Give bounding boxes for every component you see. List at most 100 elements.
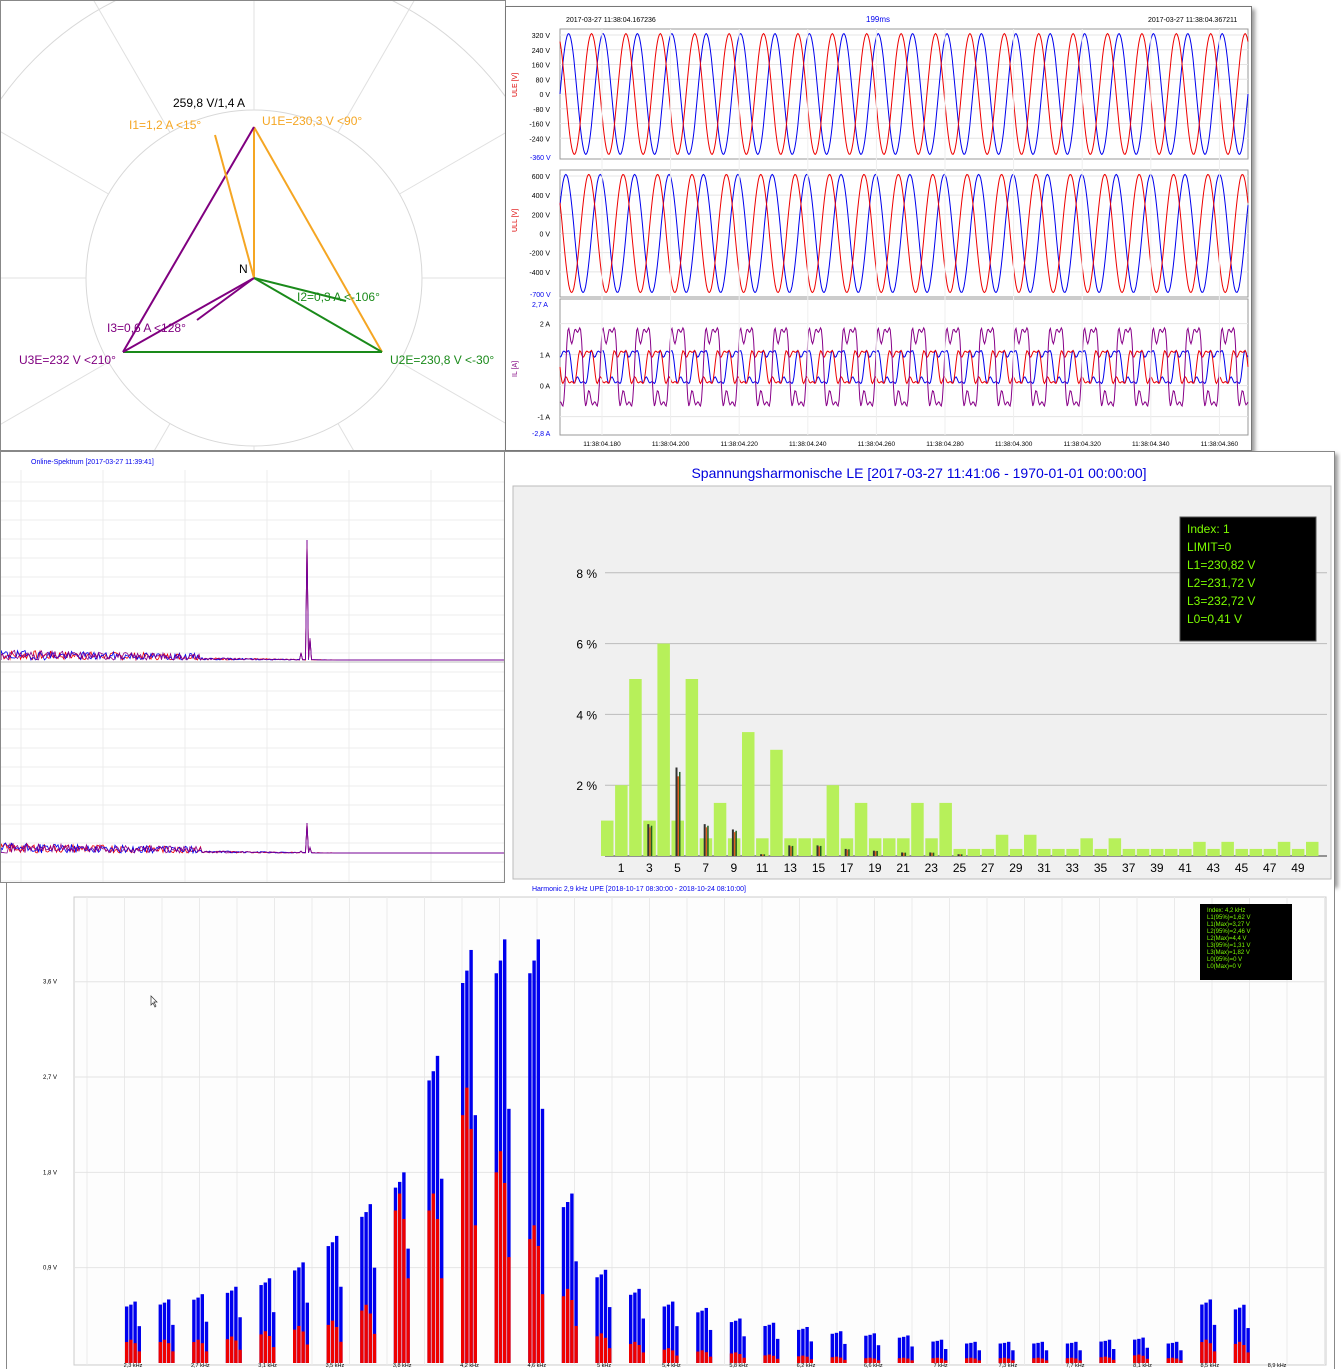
sup-bar-red xyxy=(330,1320,335,1363)
sup-bar-red xyxy=(1246,1352,1250,1363)
harmonic-limit-bar xyxy=(1249,848,1263,856)
sup-bar-red xyxy=(204,1351,209,1363)
harmonics-xtick-label: 31 xyxy=(1037,861,1051,875)
sup-bar-red xyxy=(461,1115,465,1363)
harmonic-measured-bar xyxy=(957,854,960,856)
ull-min-label: -700 V xyxy=(530,292,551,299)
sup-ytick-label: 1,8 V xyxy=(43,1170,57,1176)
sup-bar-blue xyxy=(729,1322,734,1363)
harmonic-limit-bar xyxy=(939,802,952,856)
sup-bar-blue xyxy=(1208,1299,1212,1363)
sup-bar-red xyxy=(158,1342,162,1363)
harmonics-xtick-label: 25 xyxy=(953,861,967,875)
sup-bar-blue xyxy=(708,1329,713,1363)
sup-bar-red xyxy=(234,1340,238,1363)
sup-bar-red xyxy=(902,1357,906,1363)
spectrum-title: Online-Spektrum [2017-03-27 11:39:41] xyxy=(31,459,154,466)
phasor-grid-spoke xyxy=(154,423,171,450)
sup-bar-red xyxy=(834,1356,839,1363)
sup-bar-red xyxy=(435,1218,440,1363)
sup-bar-red xyxy=(742,1357,746,1363)
sup-bar-blue xyxy=(969,1342,973,1363)
sup-bar-red xyxy=(536,1245,540,1363)
sup-bar-red xyxy=(868,1357,872,1363)
il-tick-label: 2 A xyxy=(540,322,550,329)
harmonic-limit-bar xyxy=(981,848,995,856)
sup-bar-blue xyxy=(339,1286,343,1363)
tooltip-line: L3=232,72 V xyxy=(1187,594,1255,608)
sup-bar-red xyxy=(440,1278,444,1363)
harmonic-limit-bar xyxy=(1136,848,1150,856)
harmonics-xtick-label: 5 xyxy=(674,861,681,875)
sup-bar-red xyxy=(876,1360,881,1363)
sup-bar-blue xyxy=(561,1207,566,1363)
sup-bar-red xyxy=(431,1193,435,1363)
sup-bar-blue xyxy=(998,1343,1002,1363)
harmonic-limit-bar xyxy=(911,802,924,856)
sup-bar-blue xyxy=(666,1304,671,1363)
sup-bar-red xyxy=(973,1358,977,1363)
spectrum-chart: Online-Spektrum [2017-03-27 11:39:41] xyxy=(1,459,505,882)
supraharmonic-chart: Harmonic 2,9 kHz UPE [2018-10-17 08:30:0… xyxy=(43,886,1327,1369)
sup-bar-blue xyxy=(364,1212,368,1363)
tooltip-line: L3(95%)=1,31 V xyxy=(1207,943,1251,949)
sup-bar-blue xyxy=(200,1294,204,1363)
sup-bar-blue xyxy=(671,1301,675,1363)
neutral-label: N xyxy=(239,262,248,276)
sup-bar-red xyxy=(398,1193,402,1363)
sup-bar-red xyxy=(830,1357,834,1363)
sup-bar-blue xyxy=(162,1302,167,1363)
mouse-cursor-icon xyxy=(150,995,158,1008)
ule-trace-1 xyxy=(559,32,1249,156)
sup-xtick-label: 5,8 kHz xyxy=(729,1363,748,1369)
sup-bar-blue xyxy=(540,1108,545,1363)
sup-bar-blue xyxy=(507,1108,511,1363)
sup-bar-red xyxy=(1103,1356,1107,1363)
sup-bar-red xyxy=(708,1356,713,1363)
harmonic-measured-bar xyxy=(703,824,706,856)
harmonics-title: Spannungsharmonische LE [2017-03-27 11:4… xyxy=(691,465,1146,481)
harmonics-xtick-label: 23 xyxy=(925,861,939,875)
sup-bar-red xyxy=(225,1339,230,1363)
ull-trace-2 xyxy=(559,173,1249,294)
sup-bar-red xyxy=(335,1326,339,1363)
sup-bar-blue xyxy=(129,1304,133,1363)
phasor-grid-spoke xyxy=(337,423,354,450)
sup-bar-blue xyxy=(368,1204,372,1363)
harmonics-panel: Spannungsharmonische LE [2017-03-27 11:4… xyxy=(504,451,1335,885)
sup-bar-red xyxy=(629,1343,633,1363)
il-min-label: -2,8 A xyxy=(532,431,551,438)
sup-bar-red xyxy=(1233,1343,1238,1363)
sup-bar-blue xyxy=(776,1338,780,1363)
sup-bar-red xyxy=(339,1341,343,1363)
sup-bar-red xyxy=(267,1335,272,1363)
il-trace-3 xyxy=(559,326,1249,408)
harmonic-limit-bar xyxy=(826,785,840,856)
sup-xtick-label: 8,5 kHz xyxy=(1200,1363,1219,1369)
oscillo-xtick-label: 11:38:04.200 xyxy=(652,441,690,448)
sup-bar-red xyxy=(230,1336,234,1363)
scale-label: 259,8 V/1,4 A xyxy=(173,96,245,110)
sup-bar-blue xyxy=(196,1297,200,1363)
harmonics-xtick-label: 35 xyxy=(1094,861,1108,875)
phasor-grid-spoke xyxy=(1,361,109,425)
sup-xtick-label: 8,1 kHz xyxy=(1133,1363,1152,1369)
harmonic-measured-bar xyxy=(735,830,737,856)
sup-bar-red xyxy=(944,1360,948,1363)
sup-bar-blue xyxy=(1099,1341,1103,1363)
sup-bar-red xyxy=(133,1343,137,1363)
harmonic-measured-bar xyxy=(788,845,791,856)
sup-bar-blue xyxy=(305,1302,309,1363)
sup-bar-red xyxy=(897,1358,902,1363)
sup-bar-red xyxy=(469,1128,473,1363)
u31-line xyxy=(122,126,255,353)
sup-bar-red xyxy=(393,1210,398,1363)
harmonic-limit-bar xyxy=(657,643,670,856)
sup-bar-blue xyxy=(771,1322,776,1363)
sup-bar-red xyxy=(326,1324,330,1363)
harmonic-measured-bar xyxy=(707,825,709,856)
sup-bar-red xyxy=(595,1336,599,1363)
sup-bar-red xyxy=(1040,1358,1044,1363)
sup-bar-blue xyxy=(372,1267,377,1363)
